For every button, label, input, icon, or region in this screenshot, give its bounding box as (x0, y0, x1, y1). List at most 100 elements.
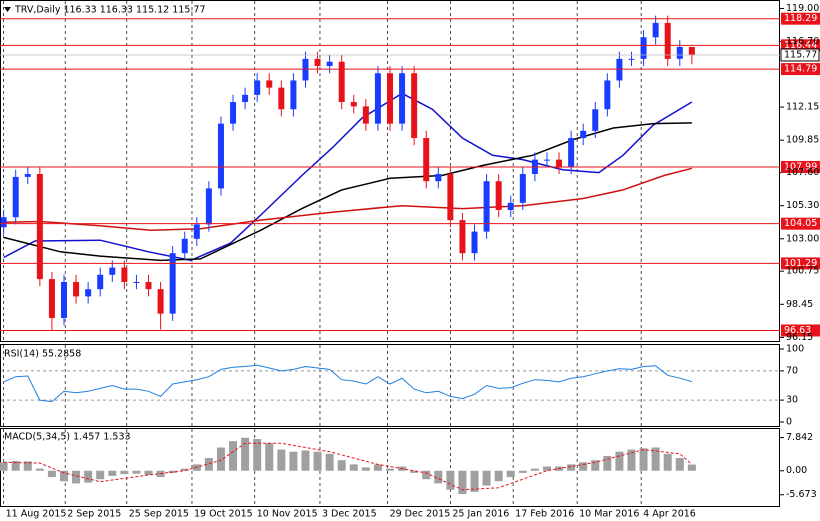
macd-bar (337, 460, 346, 471)
macd-bar (506, 470, 515, 478)
candle-body (193, 224, 200, 239)
x-tick-label: 2 Sep 2015 (67, 509, 121, 520)
macd-bar (530, 468, 539, 471)
level-label: 118.29 (784, 13, 817, 24)
macd-bar (265, 443, 274, 471)
candle-body (290, 80, 297, 110)
candle-body (652, 22, 659, 38)
macd-bar (132, 470, 141, 474)
y-tick-label: 119.00 (786, 3, 819, 14)
x-tick-label: 25 Sep 2015 (129, 509, 189, 520)
level-box (781, 12, 820, 25)
macd-bar (216, 447, 225, 471)
candle-body (242, 94, 249, 103)
macd-bar (361, 467, 370, 471)
y-tick-label: 109.85 (786, 135, 819, 146)
current-box (780, 48, 820, 62)
macd-bar (663, 453, 672, 471)
candle-body (519, 174, 526, 203)
x-tick-label: 17 Feb 2016 (515, 509, 574, 520)
macd-bar (180, 468, 189, 471)
candle-body (314, 58, 321, 67)
macd-bar (687, 464, 696, 471)
candle-body (592, 109, 599, 131)
macd-bar (603, 455, 612, 471)
macd-bar (35, 468, 44, 471)
level-box (781, 160, 820, 173)
y-tick-label: 105.30 (786, 200, 819, 211)
candle-body (205, 188, 212, 225)
indicator-line (3, 442, 693, 491)
macd-bar (639, 448, 648, 471)
candle-body (60, 281, 67, 318)
candle-body (568, 138, 575, 167)
candle-body (109, 267, 116, 275)
candle-body (302, 58, 309, 81)
y-tick-label: 103.00 (786, 233, 819, 244)
y-tick-label: 0.00 (786, 465, 807, 476)
macd-bar (59, 470, 68, 482)
macd-bar (72, 470, 81, 484)
macd-bar (422, 470, 431, 480)
level-label: 101.29 (784, 258, 817, 269)
level-label: 104.05 (784, 218, 817, 229)
macd-bar (494, 470, 503, 482)
candle-body (266, 80, 273, 88)
y-tick-label: 107.60 (786, 167, 819, 178)
candle-body (374, 73, 381, 124)
macd-bar (108, 470, 117, 476)
candle-body (326, 61, 333, 67)
x-tick-label: 25 Jan 2016 (452, 509, 509, 520)
level-label: 107.99 (784, 161, 817, 172)
macd-bar (325, 453, 334, 471)
x-tick-label: 3 Dec 2015 (322, 509, 377, 520)
current-label: 115.77 (784, 49, 817, 60)
candle-body (459, 220, 466, 254)
candle-body (254, 80, 261, 95)
macd-bar (651, 447, 660, 471)
candle-body (0, 217, 7, 228)
menu-arrow (4, 7, 11, 12)
candle-body (36, 174, 43, 280)
candle-body (85, 289, 92, 297)
rsi-title: RSI(14) 55.2858 (4, 349, 81, 360)
y-tick-label: 30 (786, 395, 798, 406)
candle-body (12, 176, 19, 218)
candle-body (688, 46, 695, 55)
candle-body (411, 73, 418, 139)
candle-body (628, 58, 635, 60)
candle-body (447, 174, 454, 221)
level-label: 96.63 (784, 325, 811, 336)
macd-bar (301, 450, 310, 471)
candle-body (616, 58, 623, 81)
macd-bar (277, 449, 286, 471)
candle-body (556, 159, 563, 167)
macd-bar (579, 462, 588, 471)
y-tick-label: 7.842 (786, 432, 813, 443)
indicator-line (3, 92, 693, 262)
candle-body (580, 130, 587, 139)
candle-body (471, 231, 478, 254)
macd-bar (241, 437, 250, 471)
price-frame (0, 0, 780, 342)
macd-bar (627, 449, 636, 471)
level-box (781, 39, 820, 52)
candle-body (73, 281, 80, 297)
macd-bar (591, 460, 600, 471)
x-tick-label: 19 Oct 2015 (194, 509, 253, 520)
candle-body (97, 274, 104, 290)
macd-bar (542, 466, 551, 471)
macd-bar (0, 462, 8, 471)
macd-bar (675, 458, 684, 471)
macd-bar (410, 470, 419, 473)
candle-body (399, 73, 406, 124)
macd-bar (518, 470, 527, 473)
candle-body (387, 73, 393, 124)
macd-bar (313, 451, 322, 471)
macd-bar (253, 439, 262, 471)
macd-bar (84, 470, 93, 483)
y-tick-label: 116.70 (786, 36, 819, 47)
candle-body (362, 106, 369, 124)
macd-bar (567, 464, 576, 471)
y-tick-label: 98.45 (786, 299, 813, 310)
